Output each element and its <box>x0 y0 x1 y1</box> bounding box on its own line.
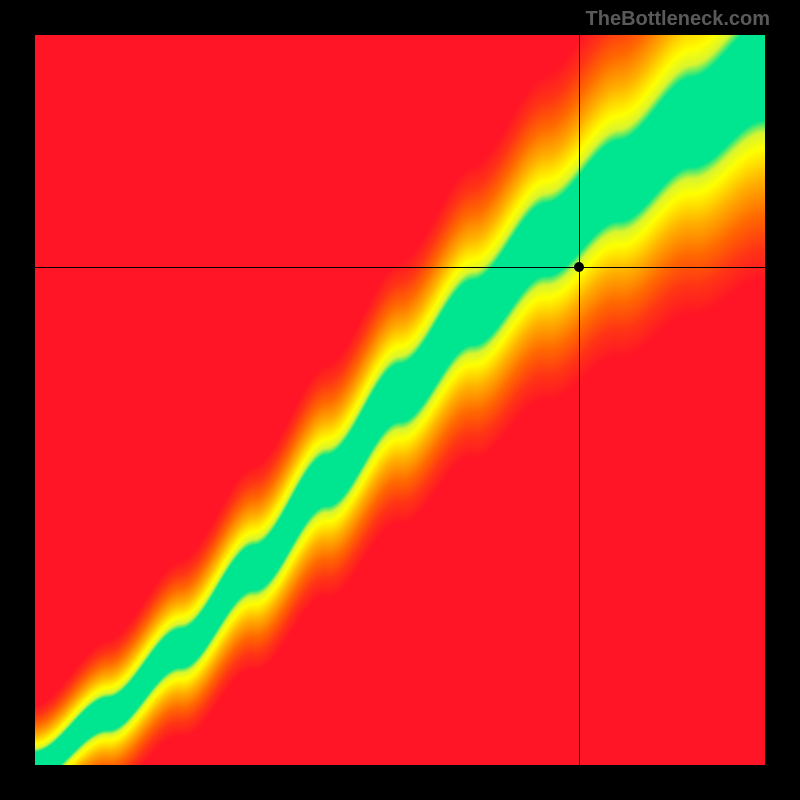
heatmap-canvas <box>35 35 765 765</box>
bottleneck-heatmap <box>35 35 765 765</box>
crosshair-vertical <box>579 35 580 765</box>
crosshair-horizontal <box>35 267 765 268</box>
watermark: TheBottleneck.com <box>586 8 770 31</box>
crosshair-marker <box>574 262 584 272</box>
